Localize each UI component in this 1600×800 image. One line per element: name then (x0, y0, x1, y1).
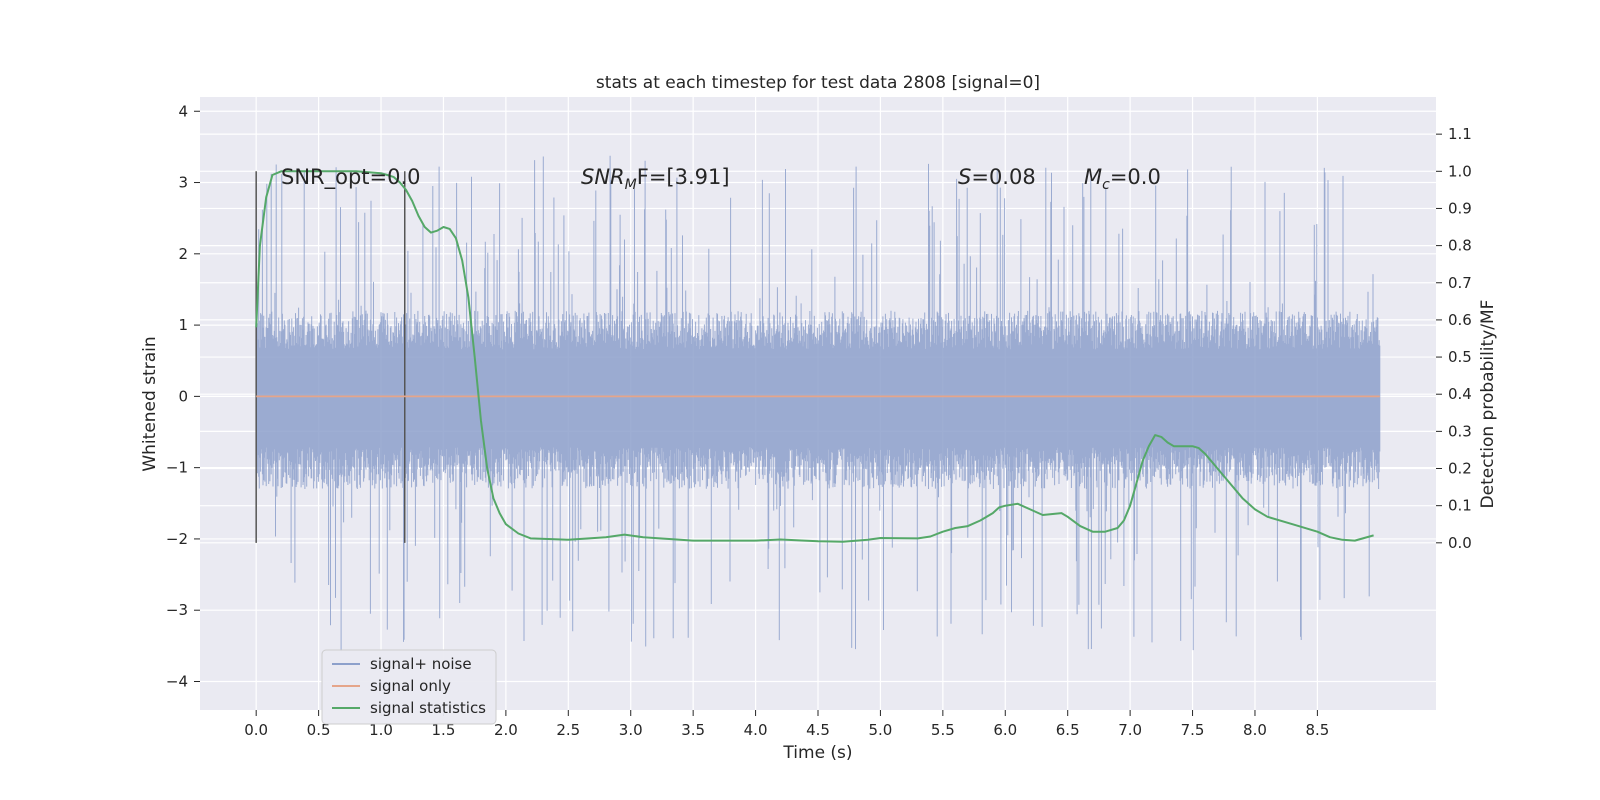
y-right-axis-ticks: 1.1 1.0 0.9 0.8 0.7 0.6 0.5 0.4 0.3 0.2 0.1 0.0 (1436, 125, 1472, 552)
x-axis-ticks: 0.0 0.5 1.0 1.5 2.0 2.5 3.0 3.5 4.0 4.5 5.0 5.5 6.0 6… (244, 710, 1329, 739)
y-right-tick-label-9: 0.2 (1448, 460, 1472, 478)
x-axis-label: Time (s) (782, 743, 852, 763)
y-tick-label-8: −4 (166, 672, 188, 690)
x-tick-label-8: 4.0 (744, 721, 768, 739)
y-right-tick-label-8: 0.3 (1448, 422, 1472, 440)
annotation-snr-mf-rest: F=[3.91] (637, 165, 730, 189)
y-right-axis-label: Detection probability/MF (1478, 300, 1498, 509)
y-right-tick-label-7: 0.4 (1448, 385, 1472, 403)
annotation-snr-mf-sub: M (625, 177, 637, 193)
line-series (255, 170, 1380, 543)
legend-label-2: signal statistics (370, 699, 486, 717)
annotation-snr-mf: SNRMF=[3.91] (581, 165, 730, 193)
x-tick-label-4: 2.0 (494, 721, 518, 739)
y-tick-label-7: −3 (166, 601, 188, 619)
legend-label-0: signal+ noise (370, 655, 472, 673)
series-signal-statistics (255, 170, 1374, 543)
x-tick-label-15: 7.5 (1181, 721, 1205, 739)
annotation-mc-value: =0.0 (1110, 165, 1161, 189)
x-tick-label-16: 8.0 (1243, 721, 1267, 739)
y-axis-label: Whitened strain (140, 336, 160, 471)
x-tick-label-6: 3.0 (619, 721, 643, 739)
annotation-s: S=0.08 (958, 165, 1036, 189)
y-right-tick-label-11: 0.0 (1448, 534, 1472, 552)
annotations: SNR_opt=0.0 SNRMF=[3.91] S=0.08 Mc=0.0 (281, 165, 1161, 193)
annotation-mc-main: M (1084, 165, 1102, 189)
x-tick-label-17: 8.5 (1305, 721, 1329, 739)
marker-lines (255, 171, 406, 543)
annotation-s-symbol: S (958, 165, 971, 189)
y-tick-label-6: −2 (166, 530, 188, 548)
y-tick-label-0: 4 (178, 102, 188, 120)
x-tick-label-9: 4.5 (806, 721, 830, 739)
annotation-mc-sub: c (1102, 177, 1110, 193)
y-right-tick-label-0: 1.1 (1448, 125, 1472, 143)
x-tick-label-3: 1.5 (432, 721, 456, 739)
y-tick-label-5: −1 (166, 459, 188, 477)
y-right-tick-label-1: 1.0 (1448, 162, 1472, 180)
y-right-tick-label-4: 0.7 (1448, 274, 1472, 292)
y-right-tick-label-2: 0.9 (1448, 199, 1472, 217)
legend-label-1: signal only (370, 677, 451, 695)
y-tick-label-3: 1 (178, 316, 188, 334)
x-tick-label-10: 5.0 (868, 721, 892, 739)
y-tick-label-2: 2 (178, 245, 188, 263)
annotation-snr-opt: SNR_opt=0.0 (281, 165, 421, 190)
x-tick-label-11: 5.5 (931, 721, 955, 739)
chart-title: stats at each timestep for test data 280… (596, 73, 1040, 93)
legend: signal+ noise signal only signal statistic… (321, 649, 497, 725)
annotation-s-value: =0.08 (971, 165, 1035, 189)
x-tick-label-5: 2.5 (556, 721, 580, 739)
y-right-tick-label-10: 0.1 (1448, 497, 1472, 515)
y-tick-label-4: 0 (178, 387, 188, 405)
x-tick-label-12: 6.0 (993, 721, 1017, 739)
x-tick-label-13: 6.5 (1056, 721, 1080, 739)
legend-box (321, 649, 497, 725)
annotation-mc: Mc=0.0 (1084, 165, 1161, 193)
y-right-tick-label-6: 0.5 (1448, 348, 1472, 366)
x-tick-label-1: 0.5 (307, 721, 331, 739)
x-tick-label-2: 1.0 (369, 721, 393, 739)
x-tick-label-0: 0.0 (244, 721, 268, 739)
y-right-tick-label-5: 0.6 (1448, 311, 1472, 329)
y-right-tick-label-3: 0.8 (1448, 237, 1472, 255)
y-tick-label-1: 3 (178, 174, 188, 192)
annotation-snr-mf-main: SNR (581, 165, 625, 189)
x-tick-label-14: 7.0 (1118, 721, 1142, 739)
y-axis-ticks: 4 3 2 1 0 −1 −2 −3 −4 (166, 102, 200, 690)
x-tick-label-7: 3.5 (681, 721, 705, 739)
